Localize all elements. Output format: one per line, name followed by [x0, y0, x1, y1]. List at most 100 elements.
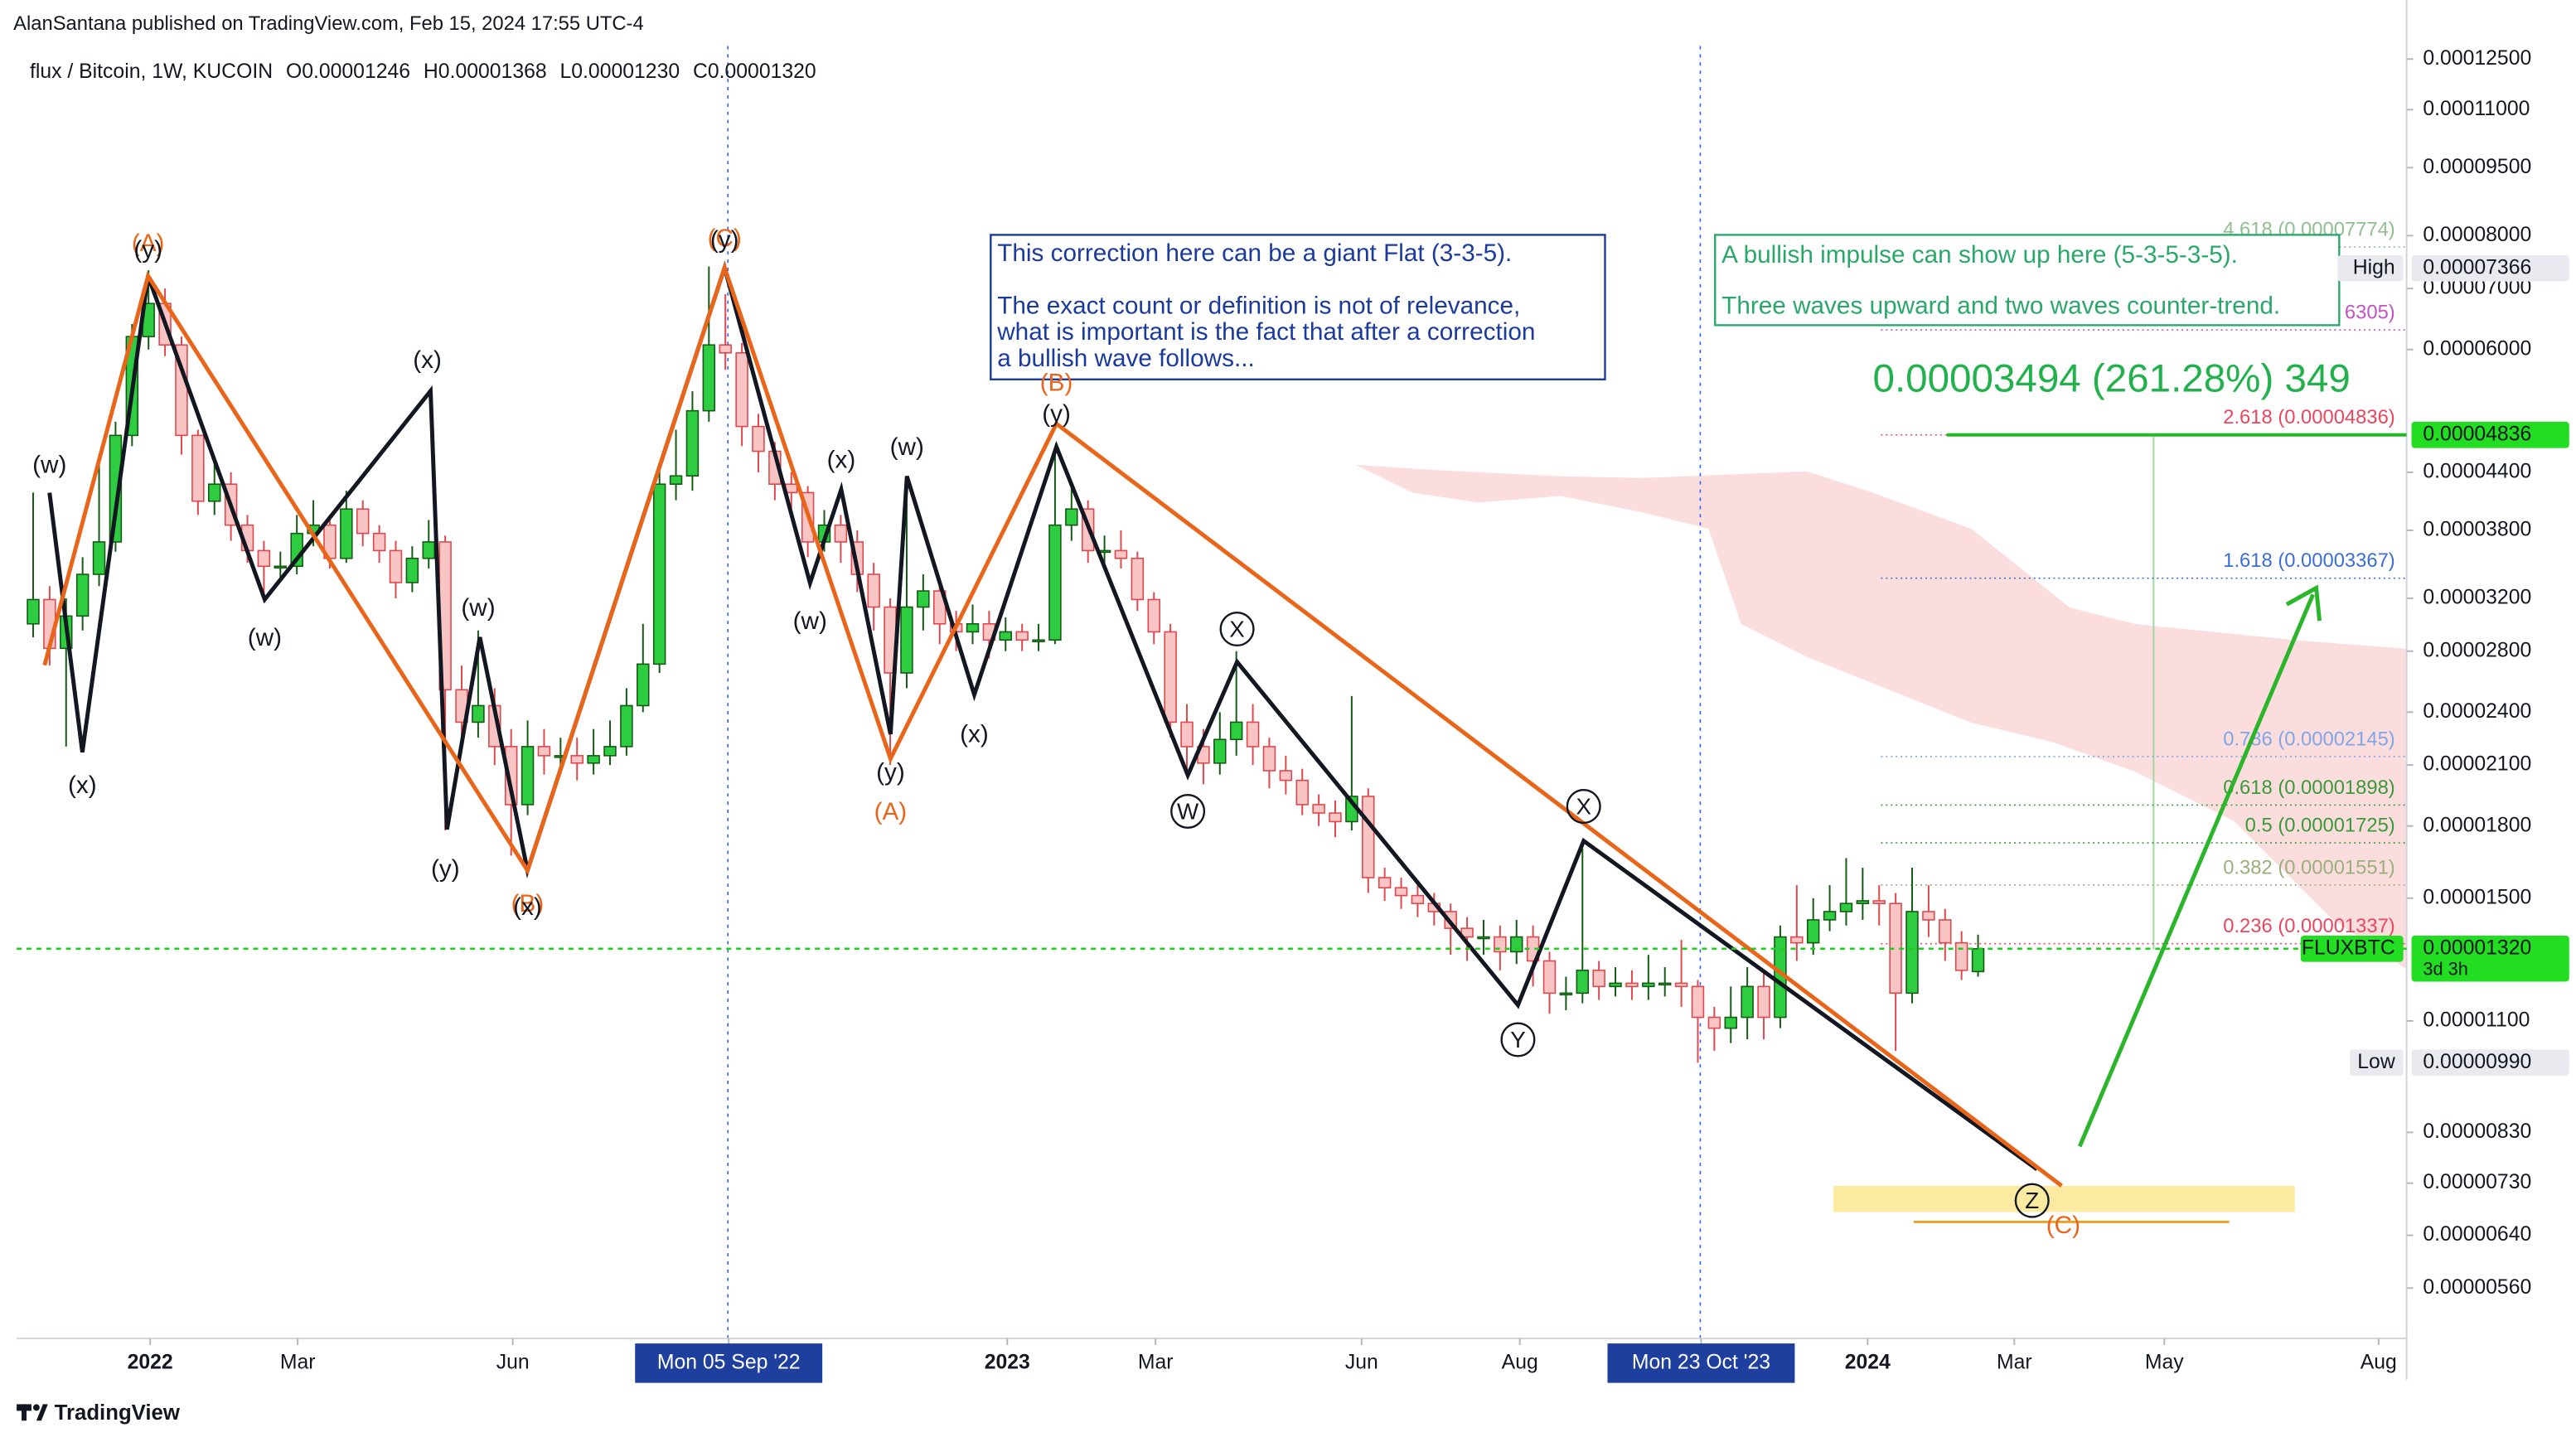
- price-badge-label: 0.00000990: [2423, 1051, 2531, 1073]
- candle: [1839, 858, 1853, 926]
- wave-circle: [1219, 612, 1255, 647]
- candle: [422, 520, 435, 569]
- price-badge-name: Low: [2357, 1051, 2395, 1073]
- candle: [1542, 951, 1557, 1014]
- wave-label: Y: [1510, 1027, 1526, 1052]
- candle-body: [208, 483, 221, 502]
- x-tick-label: Mon 05 Sep '22: [657, 1351, 801, 1373]
- candle-body: [1658, 982, 1672, 986]
- candle-body: [1477, 936, 1490, 940]
- candle: [340, 491, 353, 564]
- wave-label: (w): [890, 433, 924, 461]
- wave-line: [42, 261, 2063, 1188]
- candle-body: [1839, 902, 1853, 912]
- candle-body: [191, 434, 205, 502]
- wave-label: (B): [1040, 370, 1073, 397]
- x-tick-label: Mar: [1138, 1351, 1174, 1373]
- candle: [1460, 917, 1474, 961]
- candle: [587, 728, 600, 775]
- candle: [1312, 794, 1325, 826]
- candle-body: [257, 549, 271, 568]
- fib-label: 2.618 (0.00004836): [2223, 406, 2394, 428]
- price-badge-label: 0.00004836: [2423, 423, 2531, 445]
- wave-label: (y): [710, 226, 739, 254]
- candle-body: [1823, 911, 1837, 921]
- candle: [735, 342, 748, 447]
- candle-body: [966, 622, 980, 633]
- candle-body: [1922, 911, 1935, 921]
- plot: 4.618 (0.00007774)6305)2.618 (0.00004836…: [27, 219, 2407, 1063]
- y-tick-label: 0.00006000: [2423, 337, 2531, 360]
- note-text: Three waves upward and two waves counter…: [1721, 292, 2280, 319]
- candle-body: [1954, 941, 1968, 971]
- candle: [208, 463, 221, 515]
- candle-body: [1411, 894, 1425, 904]
- legend: flux / Bitcoin, 1W, KUCOIN O0.00001246 H0.…: [30, 60, 816, 83]
- wave-circle: [1500, 1022, 1536, 1057]
- candle: [620, 688, 633, 756]
- note-text: a bullish wave follows...: [997, 345, 1255, 372]
- y-tick-label: 0.00001800: [2423, 814, 2531, 836]
- candle: [867, 563, 880, 631]
- candle: [1741, 967, 1754, 1040]
- y-tick-label: 0.00000560: [2423, 1276, 2531, 1299]
- candle-body: [1609, 982, 1622, 988]
- y-tick-label: 0.00000730: [2423, 1171, 2531, 1193]
- wave-circle: [1566, 789, 1601, 825]
- candle: [1707, 1006, 1721, 1051]
- brand: TradingView: [55, 1401, 181, 1425]
- candle-body: [1625, 982, 1639, 988]
- candle-body: [1114, 549, 1128, 559]
- candle-body: [1131, 557, 1145, 601]
- candle-body: [1872, 900, 1886, 904]
- x-tick-label: Mar: [1997, 1351, 2032, 1373]
- candle: [1279, 755, 1293, 795]
- candle: [1691, 980, 1705, 1063]
- candle-body: [1674, 982, 1688, 988]
- wave-label: (C): [708, 225, 742, 252]
- candle: [175, 336, 188, 455]
- candle-body: [372, 532, 386, 552]
- candle: [372, 525, 386, 564]
- legend-high: H0.00001368: [424, 60, 547, 83]
- wave-label: (y): [431, 855, 460, 883]
- candle: [1180, 704, 1194, 775]
- price-badge: [2411, 1049, 2569, 1077]
- candle-body: [1032, 639, 1045, 643]
- arrow: [2077, 593, 2315, 1148]
- candle-body: [405, 557, 419, 583]
- y-tick-label: 0.00002100: [2423, 753, 2531, 776]
- candle: [537, 728, 551, 775]
- fib-label: 0.5 (0.00001725): [2245, 815, 2395, 837]
- candle-body: [1542, 960, 1557, 994]
- candle: [405, 546, 419, 593]
- wave-label: (w): [461, 594, 495, 622]
- arrow-head: [2285, 584, 2322, 622]
- candle: [834, 515, 848, 564]
- x-tick-highlight: [635, 1343, 823, 1383]
- candle-body: [900, 606, 913, 674]
- price-badge: [2411, 935, 2569, 982]
- candle: [1806, 898, 1820, 956]
- candle: [603, 720, 617, 766]
- price-badge-name-box: [2337, 254, 2404, 282]
- x-tick-label: 2023: [985, 1351, 1030, 1373]
- candle-body: [1378, 877, 1392, 889]
- candle-body: [1856, 900, 1870, 904]
- candle-body: [356, 508, 370, 535]
- wave-label: (w): [32, 452, 66, 479]
- candle-body: [1741, 985, 1754, 1019]
- candle: [1213, 712, 1227, 775]
- wave-label: (B): [511, 890, 545, 917]
- y-tick-label: 0.00008000: [2423, 224, 2531, 246]
- price-badge-countdown: 3d 3h: [2423, 958, 2468, 979]
- y-tick-label: 0.00011000: [2423, 98, 2530, 120]
- wave-label: (x): [827, 447, 856, 474]
- candle: [966, 604, 980, 645]
- candle: [27, 492, 40, 637]
- x-tick-label: 2024: [1845, 1351, 1891, 1373]
- candle-body: [637, 663, 650, 707]
- candle: [884, 598, 897, 766]
